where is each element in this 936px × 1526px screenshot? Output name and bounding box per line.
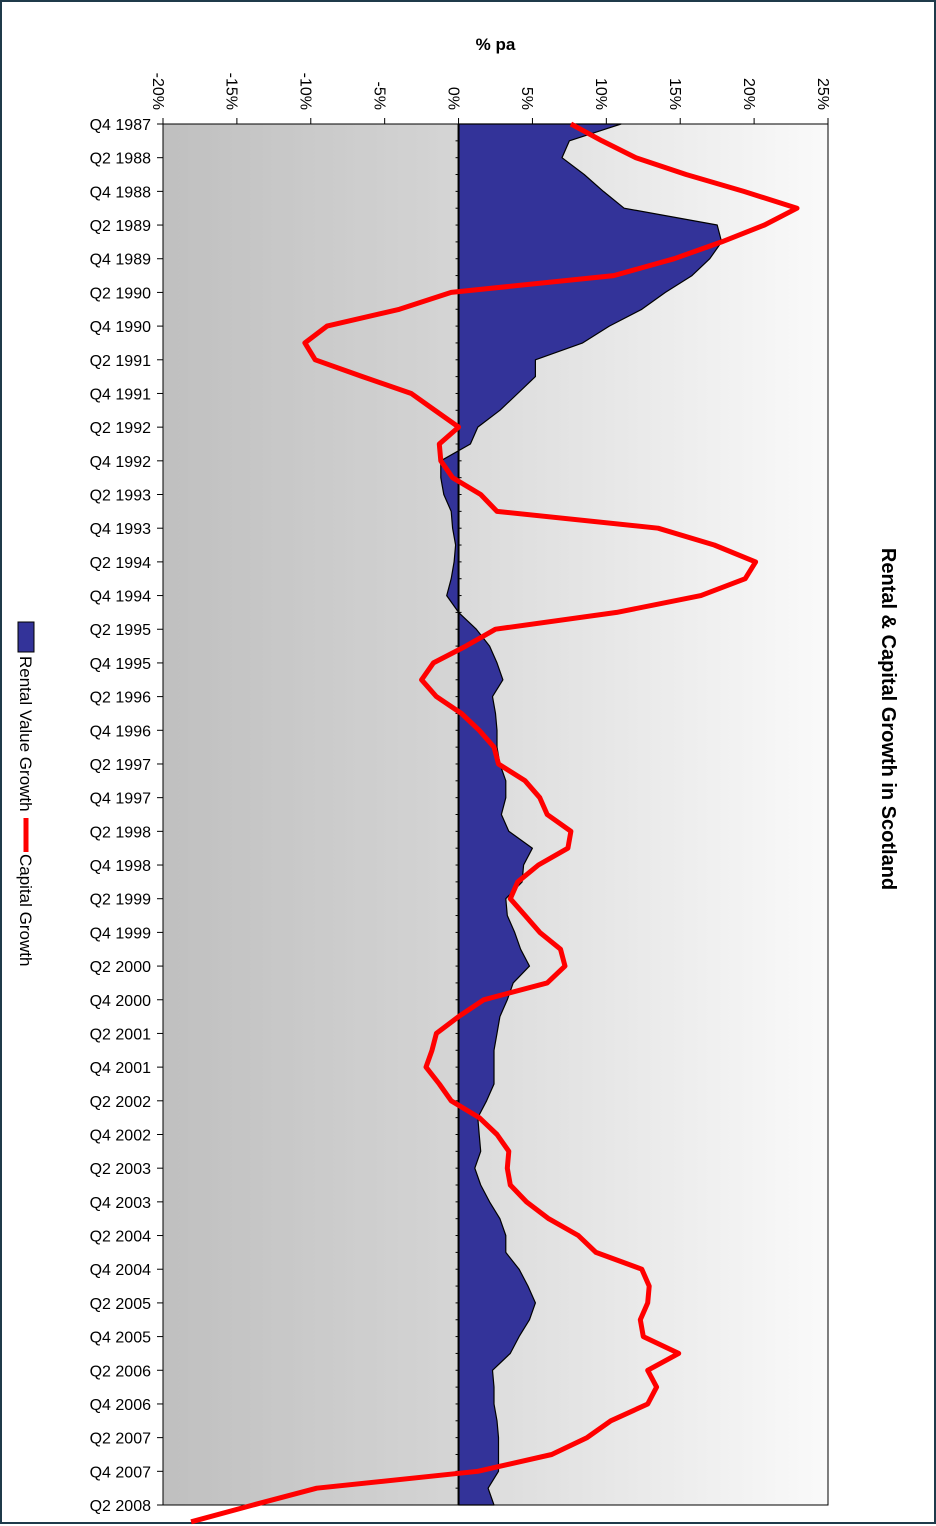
category-label: Q2 1995 bbox=[90, 622, 151, 639]
category-label: Q4 2006 bbox=[90, 1397, 151, 1414]
category-label: Q4 1987 bbox=[90, 117, 151, 134]
value-tick-label: -20% bbox=[149, 73, 166, 110]
category-label: Q2 1994 bbox=[90, 555, 151, 572]
value-axis-title: % pa bbox=[476, 35, 516, 54]
category-label: Q2 2002 bbox=[90, 1094, 151, 1111]
category-label: Q2 1991 bbox=[90, 353, 151, 370]
category-label: Q4 2002 bbox=[90, 1127, 151, 1144]
category-label: Q4 2004 bbox=[90, 1262, 151, 1279]
value-tick-label: 25% bbox=[814, 78, 831, 110]
category-label: Q2 1992 bbox=[90, 420, 151, 437]
category-label: Q4 1994 bbox=[90, 589, 151, 606]
category-label: Q4 1998 bbox=[90, 858, 151, 875]
category-label: Q4 1996 bbox=[90, 723, 151, 740]
value-tick-label: -15% bbox=[223, 73, 240, 110]
legend-label-rental: Rental Value Growth bbox=[16, 656, 35, 812]
category-label: Q2 2006 bbox=[90, 1363, 151, 1380]
value-tick-label: 10% bbox=[592, 78, 609, 110]
category-label: Q2 1990 bbox=[90, 285, 151, 302]
chart-title: Rental & Capital Growth in Scotland bbox=[877, 548, 899, 890]
category-label: Q4 1989 bbox=[90, 252, 151, 269]
category-label: Q4 2005 bbox=[90, 1330, 151, 1347]
legend-swatch-rental bbox=[17, 621, 35, 653]
value-tick-label: 20% bbox=[740, 78, 757, 110]
category-label: Q2 1996 bbox=[90, 690, 151, 707]
value-tick-label: 5% bbox=[518, 87, 535, 110]
value-tick-label: 0% bbox=[444, 87, 461, 110]
category-label: Q4 1990 bbox=[90, 319, 151, 336]
category-label: Q4 2001 bbox=[90, 1060, 151, 1077]
category-axis: Q4 1987 Q2 1988 Q4 1988 Q2 1989 Q4 1989 Q2 19… bbox=[90, 117, 462, 1515]
category-label: Q2 1999 bbox=[90, 892, 151, 909]
category-label: Q4 1991 bbox=[90, 386, 151, 403]
category-label: Q4 2003 bbox=[90, 1195, 151, 1212]
negative-band bbox=[163, 124, 459, 1505]
category-label: Q2 2003 bbox=[90, 1161, 151, 1178]
legend-label-capital: Capital Growth bbox=[16, 854, 35, 966]
category-label: Q2 2000 bbox=[90, 959, 151, 976]
category-label: Q2 2005 bbox=[90, 1296, 151, 1313]
value-tick-label: 15% bbox=[666, 78, 683, 110]
category-label: Q4 2007 bbox=[90, 1464, 151, 1481]
category-label: Q2 2004 bbox=[90, 1229, 151, 1246]
category-label: Q2 1989 bbox=[90, 218, 151, 235]
series-layer bbox=[190, 121, 800, 1525]
category-label: Q2 1997 bbox=[90, 757, 151, 774]
category-label: Q2 2001 bbox=[90, 1026, 151, 1043]
capital-growth-line bbox=[190, 121, 800, 1525]
category-label: Q2 1988 bbox=[90, 151, 151, 168]
category-label: Q4 1992 bbox=[90, 454, 151, 471]
value-tick-label: -5% bbox=[370, 82, 387, 110]
category-label: Q4 1988 bbox=[90, 184, 151, 201]
category-label: Q4 1999 bbox=[90, 925, 151, 942]
category-label: Q2 2007 bbox=[90, 1431, 151, 1448]
category-label: Q4 1995 bbox=[90, 656, 151, 673]
category-label: Q4 2000 bbox=[90, 993, 151, 1010]
category-label: Q2 2008 bbox=[90, 1498, 151, 1515]
category-label: Q4 1993 bbox=[90, 521, 151, 538]
category-label: Q4 1997 bbox=[90, 791, 151, 808]
category-label: Q2 1993 bbox=[90, 488, 151, 505]
value-tick-label: -10% bbox=[297, 73, 314, 110]
rental-value-growth-area bbox=[440, 123, 723, 1506]
legend: Rental Value Growth Capital Growth bbox=[16, 621, 35, 966]
category-label: Q2 1998 bbox=[90, 824, 151, 841]
